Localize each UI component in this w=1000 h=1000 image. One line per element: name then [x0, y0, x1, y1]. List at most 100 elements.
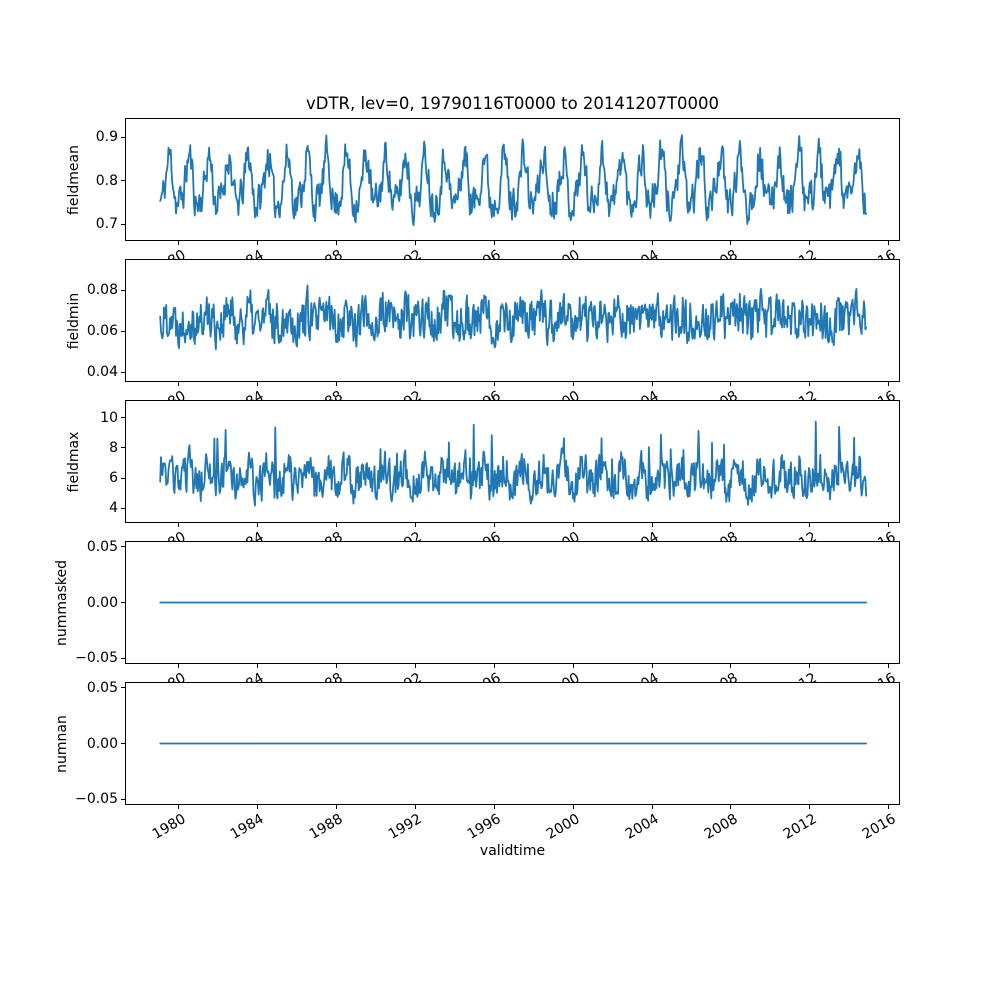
x-tick-label: 2000 [543, 811, 583, 843]
x-tick-mark [178, 523, 180, 527]
x-tick-mark [888, 805, 890, 809]
y-tick-mark [121, 602, 125, 603]
y-tick-mark [121, 798, 125, 800]
x-tick-label: 1992 [386, 811, 425, 843]
y-tick-label: −0.05 [75, 791, 118, 808]
y-tick-label: 0.06 [86, 323, 118, 340]
x-tick-mark [651, 382, 653, 386]
x-tick-mark [730, 523, 732, 527]
y-axis-label-fieldmean: fieldmean [66, 144, 82, 215]
y-tick-label: −0.05 [75, 650, 118, 667]
x-tick-mark [257, 523, 259, 527]
subplot-fieldmin: 1980198419881992199620002004200820122016… [0, 259, 1000, 420]
axes-nummasked [125, 541, 900, 664]
x-tick-label: 2012 [780, 811, 820, 843]
x-tick-mark [414, 523, 416, 527]
axes-numnan [125, 682, 900, 805]
y-tick-label: 4 [109, 500, 118, 517]
x-tick-mark [414, 382, 416, 386]
x-tick-mark [178, 382, 180, 386]
x-tick-label: 2016 [859, 811, 899, 843]
x-tick-mark [336, 523, 337, 527]
y-tick-label: 0.05 [86, 538, 118, 555]
y-axis-label-nummasked: nummasked [54, 559, 70, 646]
y-tick-label: 0.7 [95, 216, 118, 233]
x-tick-mark [572, 523, 574, 527]
x-tick-mark [651, 241, 653, 245]
y-tick-mark [121, 657, 125, 659]
x-tick-mark [572, 382, 574, 386]
x-tick-mark [257, 241, 259, 245]
x-tick-mark [888, 664, 890, 668]
line-series-fieldmin [159, 284, 868, 351]
y-tick-label: 0.00 [86, 735, 118, 752]
axes-fieldmax [125, 400, 900, 523]
x-tick-mark [730, 241, 732, 245]
x-tick-mark [414, 241, 416, 245]
y-tick-mark [121, 417, 125, 419]
x-tick-mark [730, 805, 732, 809]
y-tick-label: 0.00 [86, 594, 118, 611]
x-tick-mark [336, 664, 337, 668]
y-tick-label: 10 [100, 409, 118, 426]
y-tick-mark [121, 136, 125, 138]
x-tick-mark [414, 805, 416, 809]
x-tick-mark [178, 805, 180, 809]
x-tick-mark [493, 523, 495, 527]
x-tick-mark [336, 382, 337, 386]
x-tick-mark [178, 241, 180, 245]
x-tick-label: 1984 [228, 811, 268, 843]
x-tick-mark [888, 241, 890, 245]
y-tick-label: 0.08 [86, 282, 118, 299]
x-tick-mark [730, 382, 732, 386]
y-axis-label-numnan: numnan [54, 714, 70, 773]
y-tick-mark [121, 477, 125, 479]
x-tick-label: 1980 [149, 811, 189, 843]
x-tick-mark [493, 241, 495, 245]
x-tick-mark [493, 664, 495, 668]
x-tick-mark [493, 382, 495, 386]
y-tick-mark [121, 507, 125, 509]
x-tick-mark [257, 382, 259, 386]
y-tick-mark [121, 743, 125, 744]
axes-fieldmin [125, 259, 900, 382]
x-tick-mark [493, 805, 495, 809]
plot-area-fieldmin [159, 284, 868, 351]
x-tick-mark [572, 805, 574, 809]
x-tick-mark [336, 805, 337, 809]
x-tick-mark [809, 382, 811, 386]
x-tick-mark [651, 664, 653, 668]
x-tick-mark [809, 805, 811, 809]
y-tick-mark [121, 371, 125, 373]
x-tick-mark [888, 523, 890, 527]
x-tick-label: 1988 [307, 811, 347, 843]
x-tick-label: 2004 [622, 811, 662, 843]
y-tick-label: 0.9 [95, 129, 118, 146]
plot-area-fieldmax [159, 420, 868, 507]
x-tick-mark [809, 664, 811, 668]
line-series-fieldmax [159, 420, 868, 507]
line-series-fieldmean [159, 134, 868, 227]
x-tick-mark [651, 523, 653, 527]
plot-area-fieldmean [159, 134, 868, 227]
subplot-numnan: 1980 1984 1988 1992 1996 2000 2004 2008 2012 2016… [0, 679, 1000, 843]
y-tick-label: 0.04 [86, 364, 118, 381]
x-tick-mark [730, 664, 732, 668]
x-tick-mark [336, 241, 337, 245]
x-axis-label: validtime [479, 843, 546, 859]
chart-title: vDTR, lev=0, 19790116T0000 to 20141207T0… [306, 94, 719, 113]
y-axis-label-fieldmin: fieldmin [66, 292, 82, 349]
y-tick-mark [121, 447, 125, 449]
y-axis-label-fieldmax: fieldmax [66, 431, 82, 492]
plot-area-numnan [159, 742, 868, 745]
y-tick-label: 6 [109, 470, 118, 487]
x-tick-mark [257, 805, 259, 809]
y-tick-label: 0.8 [95, 172, 118, 189]
x-tick-mark [572, 664, 574, 668]
x-tick-mark [809, 241, 811, 245]
subplot-fieldmean: 1980198419881992199620002004200820122016… [0, 118, 1000, 279]
x-tick-label: 2008 [701, 811, 741, 843]
y-tick-label: 0.05 [86, 679, 118, 696]
subplot-fieldmax: 1980198419881992199620002004200820122016… [0, 400, 1000, 561]
